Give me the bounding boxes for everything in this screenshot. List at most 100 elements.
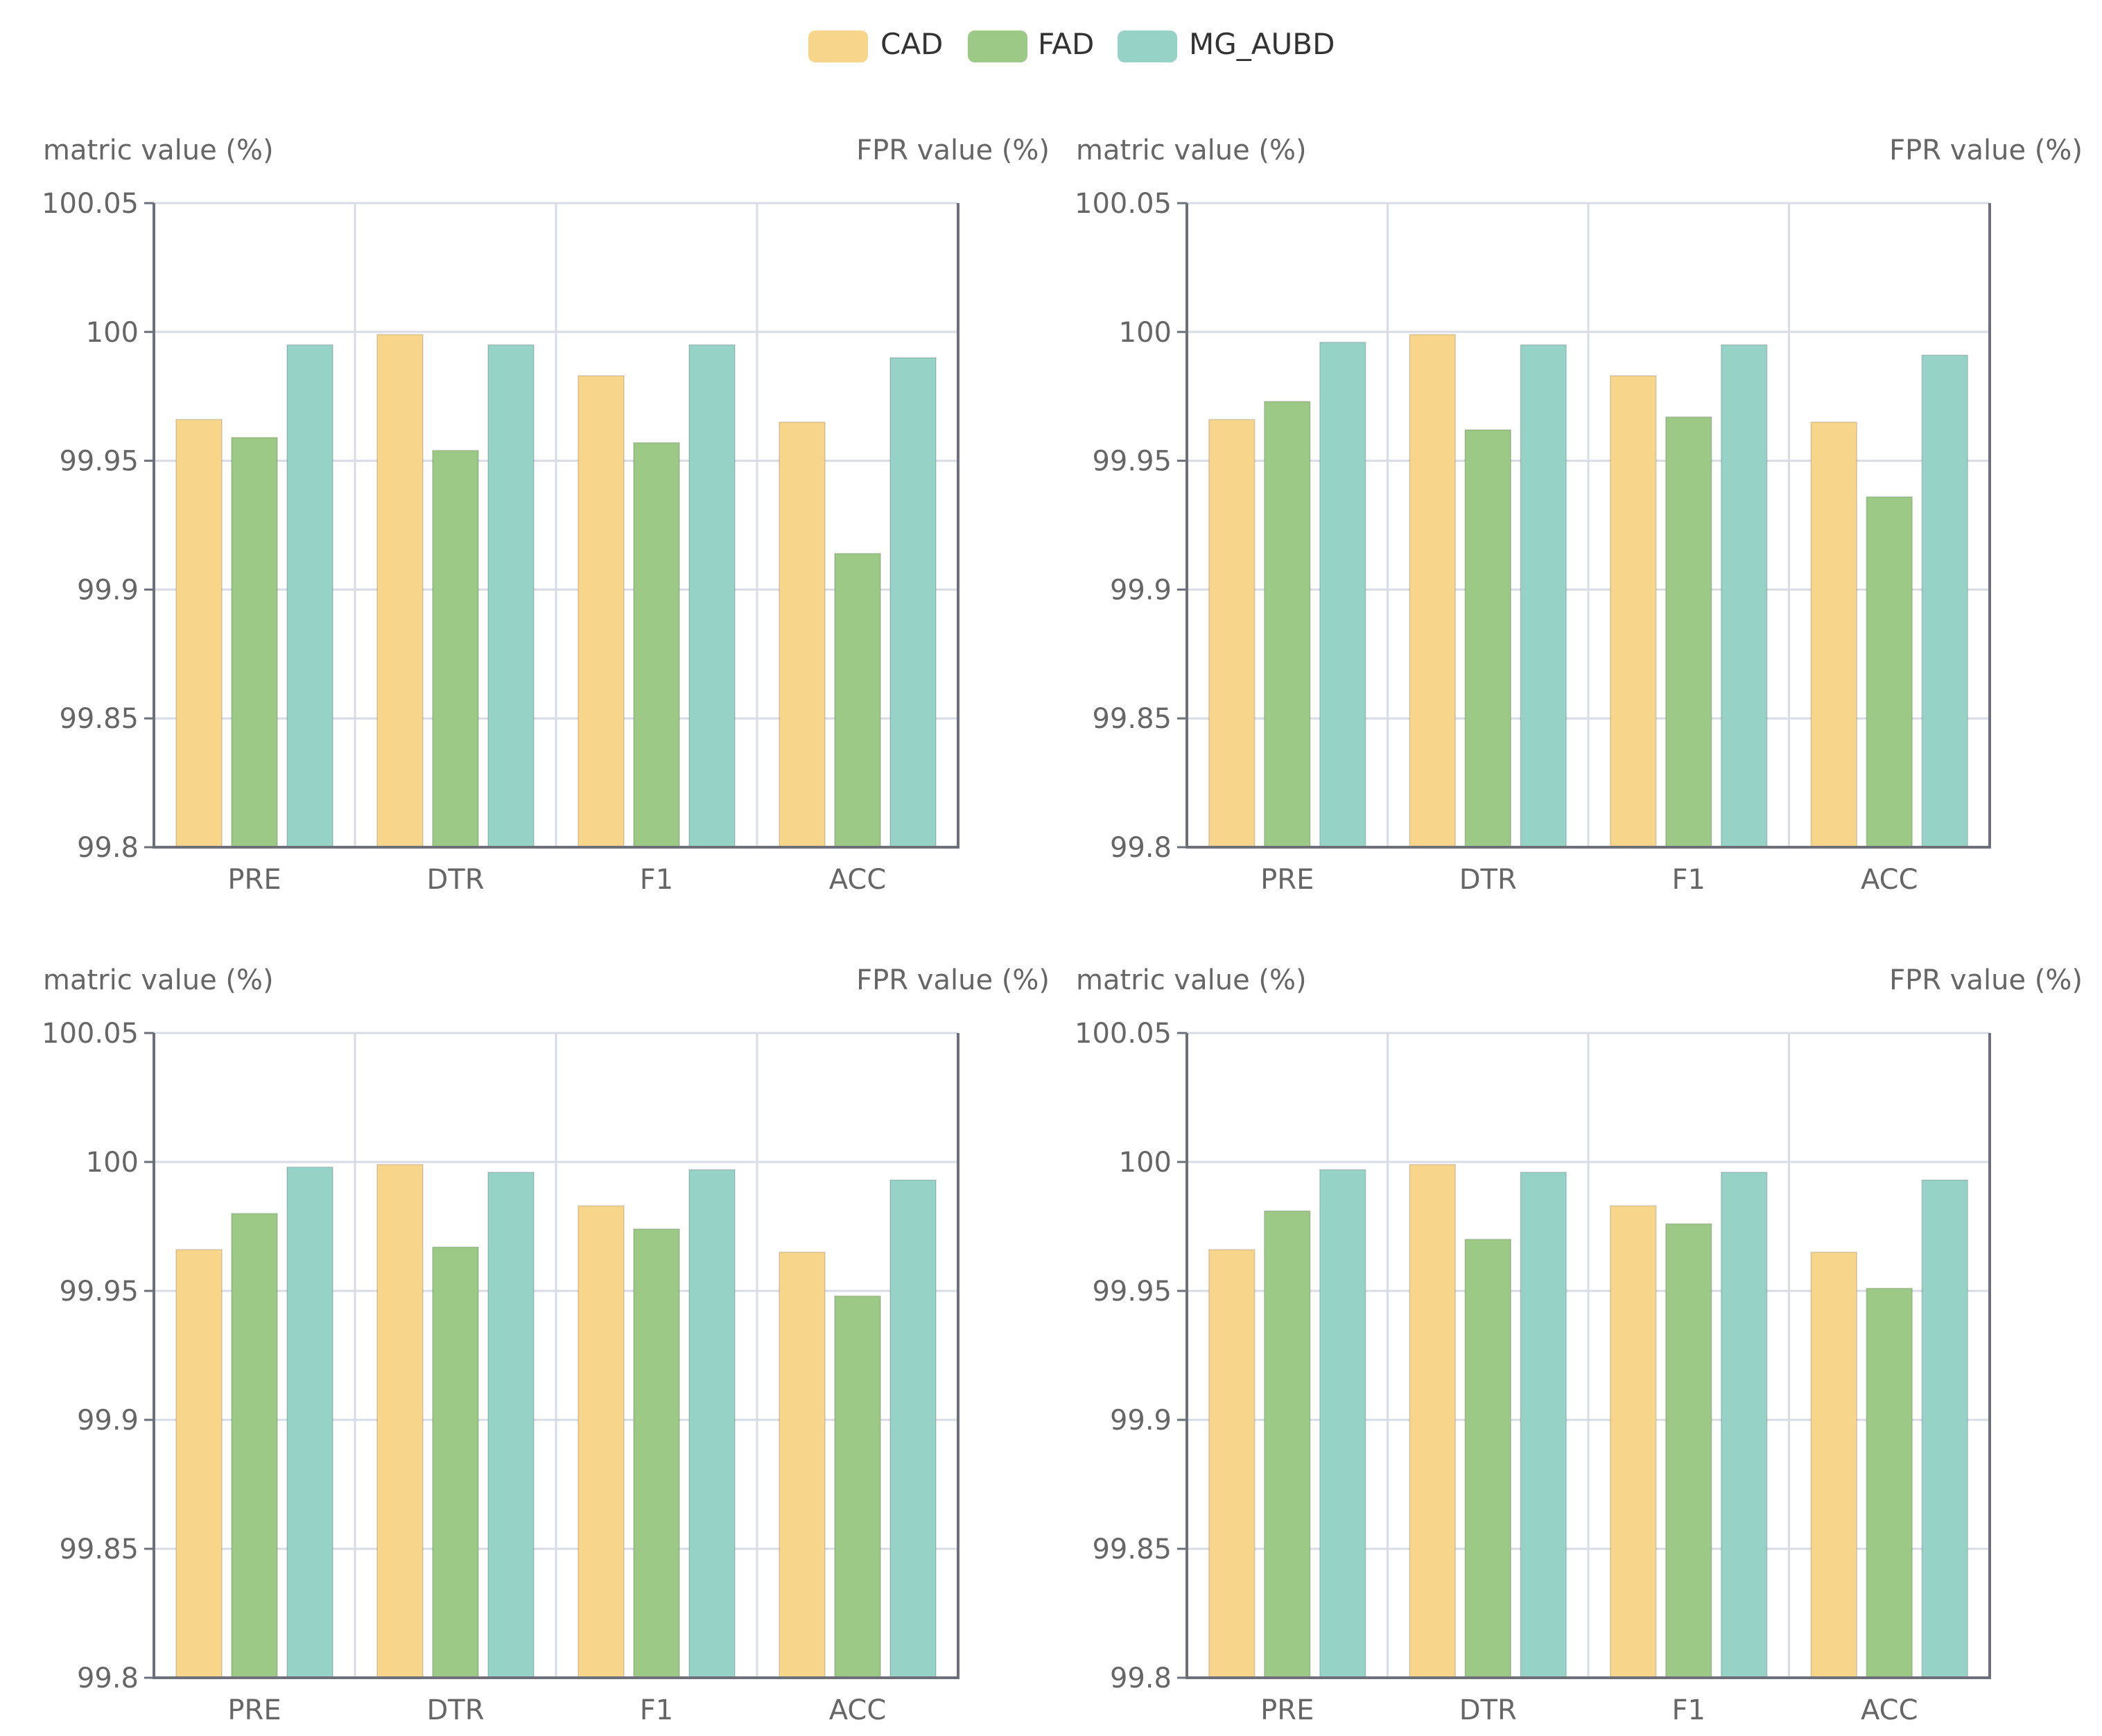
y-tick-label: 99.8 xyxy=(77,832,139,864)
y-axis-title: matric value (%) xyxy=(43,134,274,166)
x-tick-label: PRE xyxy=(227,1694,281,1726)
bar-mg-aubd-acc xyxy=(889,356,937,848)
bar-mg-aubd-acc xyxy=(1921,354,1969,848)
bar-cad-acc xyxy=(1810,421,1858,848)
legend-item-fad: FAD xyxy=(968,27,1094,62)
y-tick-label: 99.8 xyxy=(77,1663,139,1694)
x-tick-label: ACC xyxy=(1861,864,1918,896)
bar-cad-pre xyxy=(1208,419,1256,848)
bar-fad-pre xyxy=(1263,1210,1311,1679)
y-tick-label: 100.05 xyxy=(1075,1018,1172,1050)
chart-panel-2: matric value (%) FPR value (%) PRE DTR F1 ACC… xyxy=(1075,134,2083,896)
y-axis-title: matric value (%) xyxy=(43,964,274,996)
bar-mg-aubd-f1 xyxy=(688,1169,736,1679)
bar-cad-pre xyxy=(175,1249,223,1678)
y-tick-label: 100.05 xyxy=(1075,188,1172,220)
y-tick-label: 99.9 xyxy=(1110,574,1172,606)
bar-mg-aubd-pre xyxy=(286,1166,333,1678)
x-tick-label: ACC xyxy=(1861,1694,1918,1726)
x-tick-label: DTR xyxy=(426,864,484,896)
x-tick-label: PRE xyxy=(1260,864,1314,896)
legend-swatch xyxy=(1118,31,1177,62)
y-axis-title-right: FPR value (%) xyxy=(856,964,1050,996)
bar-cad-dtr xyxy=(1409,333,1457,848)
bar-fad-f1 xyxy=(633,442,680,848)
chart-panel-4: matric value (%) FPR value (%) PRE DTR F1 ACC… xyxy=(1075,964,2083,1726)
bar-fad-f1 xyxy=(1665,416,1712,848)
bar-fad-f1 xyxy=(633,1228,680,1678)
y-tick-label: 99.85 xyxy=(59,703,139,735)
y-tick-label: 99.85 xyxy=(1092,1534,1172,1565)
bar-mg-aubd-dtr xyxy=(487,1171,535,1678)
bar-cad-pre xyxy=(1208,1249,1256,1678)
bar-cad-f1 xyxy=(1609,374,1657,848)
y-tick-label: 100.05 xyxy=(42,1018,139,1050)
legend-label: FAD xyxy=(1038,27,1094,61)
bar-fad-pre xyxy=(231,1213,278,1678)
bar-cad-acc xyxy=(1810,1251,1858,1678)
bar-mg-aubd-dtr xyxy=(1520,1171,1567,1678)
bar-mg-aubd-pre xyxy=(286,344,333,848)
legend-item-mg-aubd: MG_AUBD xyxy=(1118,27,1335,62)
y-axis-title-right: FPR value (%) xyxy=(856,134,1050,166)
y-axis-title-right: FPR value (%) xyxy=(1889,134,2083,166)
legend-swatch xyxy=(808,31,868,62)
x-tick-label: ACC xyxy=(829,864,887,896)
y-axis-title-right: FPR value (%) xyxy=(1889,964,2083,996)
x-tick-label: F1 xyxy=(640,1694,673,1726)
y-tick-label: 99.95 xyxy=(1092,446,1172,478)
bar-cad-dtr xyxy=(376,1163,424,1678)
y-tick-label: 99.9 xyxy=(77,574,139,606)
bar-fad-f1 xyxy=(1665,1223,1712,1678)
legend-swatch xyxy=(968,31,1027,62)
y-tick-label: 99.8 xyxy=(1110,1663,1172,1694)
y-axis-title: matric value (%) xyxy=(1076,964,1307,996)
bar-fad-pre xyxy=(231,437,278,848)
bar-cad-acc xyxy=(779,1251,826,1678)
bar-fad-acc xyxy=(1866,496,1913,849)
legend-label: MG_AUBD xyxy=(1189,27,1335,61)
bar-mg-aubd-f1 xyxy=(1720,344,1768,848)
legend-label: CAD xyxy=(880,27,943,61)
bar-cad-dtr xyxy=(376,333,424,848)
y-tick-label: 100 xyxy=(1119,1147,1172,1179)
y-tick-label: 99.95 xyxy=(59,1276,139,1308)
x-tick-label: PRE xyxy=(227,864,281,896)
bar-fad-pre xyxy=(1263,401,1311,848)
x-tick-label: F1 xyxy=(640,864,673,896)
x-tick-label: F1 xyxy=(1672,864,1705,896)
bar-cad-dtr xyxy=(1409,1163,1457,1678)
y-tick-label: 99.95 xyxy=(1092,1276,1172,1308)
y-tick-label: 99.9 xyxy=(1110,1405,1172,1436)
bar-mg-aubd-dtr xyxy=(1520,344,1567,848)
y-tick-label: 99.95 xyxy=(59,446,139,478)
y-axis-title: matric value (%) xyxy=(1076,134,1307,166)
x-tick-label: ACC xyxy=(829,1694,887,1726)
bar-mg-aubd-acc xyxy=(1921,1179,1969,1679)
chart-panel-3: matric value (%) FPR value (%) PRE DTR F1 ACC… xyxy=(42,964,1050,1726)
bar-cad-f1 xyxy=(577,1205,625,1678)
x-tick-label: DTR xyxy=(1459,864,1517,896)
bar-fad-dtr xyxy=(432,449,479,848)
x-tick-label: DTR xyxy=(1459,1694,1517,1726)
bar-fad-dtr xyxy=(432,1246,479,1678)
x-tick-label: PRE xyxy=(1260,1694,1314,1726)
x-tick-label: F1 xyxy=(1672,1694,1705,1726)
chart-panel-1: matric value (%) FPR value (%) PRE DTR F1 ACC… xyxy=(42,134,1050,896)
y-tick-label: 100.05 xyxy=(42,188,139,220)
y-tick-label: 99.85 xyxy=(1092,703,1172,735)
bar-cad-f1 xyxy=(577,374,625,848)
bar-cad-pre xyxy=(175,419,223,848)
bar-mg-aubd-acc xyxy=(889,1179,937,1679)
legend-item-cad: CAD xyxy=(808,27,943,62)
bar-fad-acc xyxy=(834,1295,881,1678)
bar-fad-acc xyxy=(1866,1287,1913,1678)
bar-mg-aubd-f1 xyxy=(1720,1171,1768,1678)
y-tick-label: 99.8 xyxy=(1110,832,1172,864)
y-tick-label: 100 xyxy=(86,1147,139,1179)
bar-mg-aubd-pre xyxy=(1319,341,1366,848)
x-tick-label: DTR xyxy=(426,1694,484,1726)
y-tick-label: 100 xyxy=(86,317,139,349)
bar-fad-dtr xyxy=(1464,1238,1512,1678)
